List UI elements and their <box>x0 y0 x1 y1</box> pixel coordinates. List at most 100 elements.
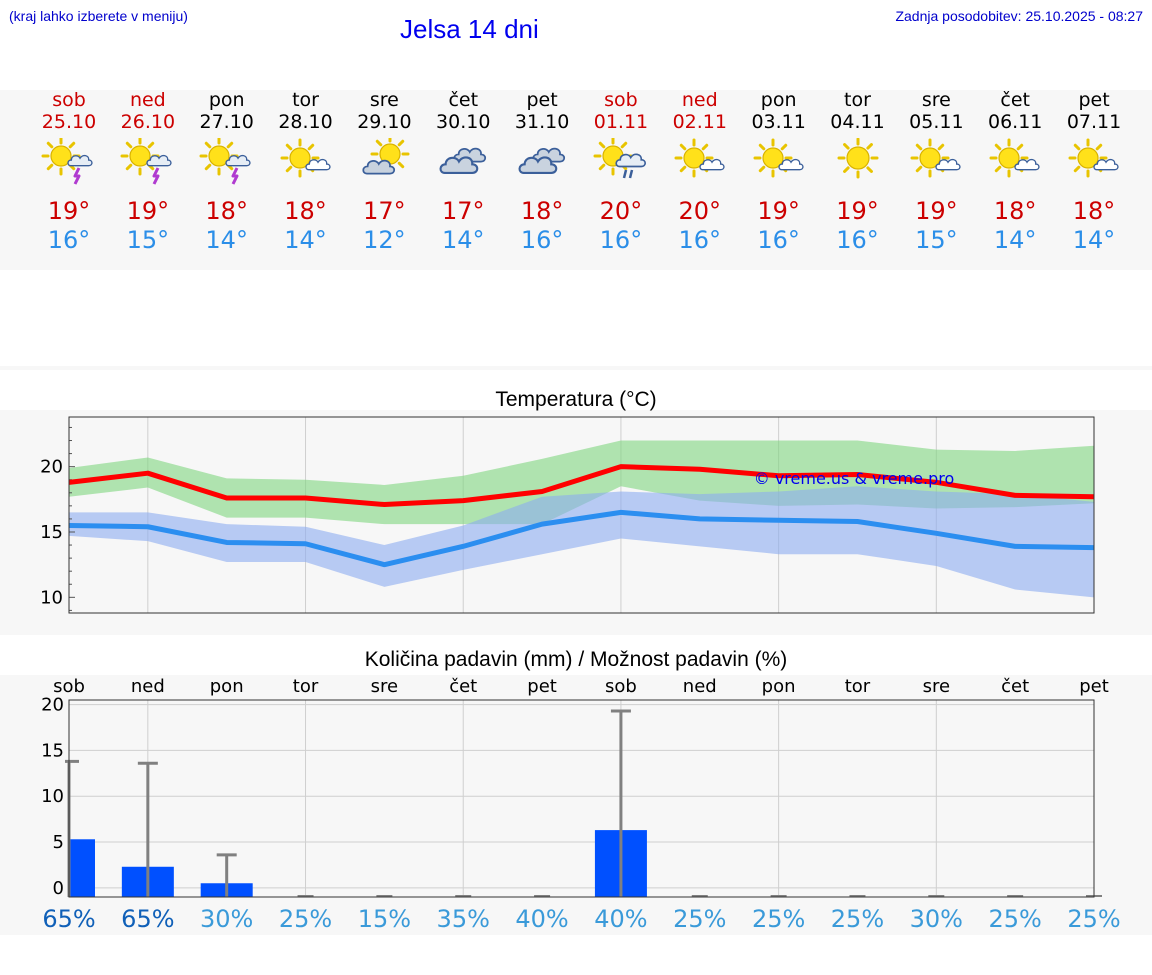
max-temp: 18° <box>284 197 327 225</box>
sun-small-cloud-icon <box>674 138 725 178</box>
sun-behind-cloud-icon <box>362 138 410 175</box>
day-name: pon <box>760 89 797 111</box>
max-temp: 18° <box>520 197 564 225</box>
day-date: 27.10 <box>199 111 254 133</box>
temperature-chart: 10 15 20 © vreme.us & vreme.pro <box>40 416 1095 614</box>
max-temp: 19° <box>757 197 800 225</box>
min-temp-range-band <box>69 486 1094 598</box>
day-date: 25.10 <box>41 111 97 133</box>
sun-small-cloud-icon <box>1068 138 1119 178</box>
plot-frame <box>68 416 1095 614</box>
day-label: ned <box>131 676 165 697</box>
watermark: © vreme.us & vreme.pro <box>754 469 955 488</box>
min-temp: 14° <box>1072 226 1116 254</box>
location-menu-hint[interactable]: (kraj lahko izberete v meniju) <box>9 8 188 24</box>
max-temp: 17° <box>363 197 406 225</box>
sun-cloud-rain-icon <box>593 138 646 179</box>
y-tick-label: 5 <box>53 832 64 853</box>
min-temp-line <box>68 509 1095 568</box>
day-date: 06.11 <box>987 111 1043 133</box>
last-update: Zadnja posodobitev: 25.10.2025 - 08:27 <box>895 8 1143 24</box>
precip-probability: 65% <box>42 905 95 933</box>
day-name: tor <box>844 89 871 111</box>
day-label: sre <box>371 676 398 697</box>
forecast-band <box>0 90 1152 270</box>
precip-probability: 25% <box>1067 905 1120 933</box>
day-date: 07.11 <box>1066 111 1122 133</box>
max-temp: 19° <box>126 197 170 225</box>
day-date: 28.10 <box>278 111 333 133</box>
sun-small-cloud-icon <box>753 138 804 178</box>
precip-probability: 30% <box>910 905 963 933</box>
day-date: 04.11 <box>830 111 885 133</box>
day-name: čet <box>1000 89 1030 111</box>
day-date: 30.10 <box>436 111 491 133</box>
min-temp: 16° <box>599 226 643 254</box>
y-tick-label: 15 <box>40 522 63 543</box>
day-date: 29.10 <box>357 111 412 133</box>
y-tick-label: 15 <box>41 740 64 761</box>
precip-probability: 65% <box>121 905 174 933</box>
day-label: čet <box>449 676 477 697</box>
max-temp: 17° <box>441 197 485 225</box>
divider <box>0 366 1152 370</box>
precip-probability: 15% <box>358 905 411 933</box>
precip-probability: 25% <box>673 905 726 933</box>
day-label: čet <box>1001 676 1029 697</box>
day-label: ned <box>683 676 717 697</box>
max-temp: 19° <box>47 197 91 225</box>
min-temp: 14° <box>441 226 485 254</box>
y-tick-label: 10 <box>41 786 64 807</box>
y-tick-label: 0 <box>53 878 64 899</box>
day-name: pet <box>1078 89 1110 111</box>
day-date: 31.10 <box>514 111 570 133</box>
day-date: 26.10 <box>120 111 176 133</box>
min-temp: 14° <box>993 226 1037 254</box>
sun-small-cloud-icon <box>910 138 961 178</box>
plot-frame <box>68 699 1095 898</box>
precip-probability: 25% <box>279 905 332 933</box>
day-date: 01.11 <box>593 111 649 133</box>
sun-cloud-thunder-icon <box>199 138 251 185</box>
sun-icon <box>837 138 878 179</box>
day-label: sob <box>605 676 637 697</box>
max-temp: 18° <box>1072 197 1116 225</box>
precip-probability: 35% <box>437 905 490 933</box>
min-temp: 16° <box>678 226 722 254</box>
min-temp: 16° <box>836 226 879 254</box>
precip-probability: 25% <box>752 905 805 933</box>
day-label: sob <box>53 676 85 697</box>
max-temp: 19° <box>915 197 958 225</box>
day-label: pon <box>762 676 796 697</box>
plot-area <box>69 700 1094 897</box>
min-temp: 16° <box>757 226 800 254</box>
sun-small-cloud-icon <box>280 138 331 178</box>
cloudy-icon <box>518 147 566 174</box>
min-temp: 12° <box>363 226 406 254</box>
sun-small-cloud-icon <box>989 138 1040 178</box>
precip-chart-title: Količina padavin (mm) / Možnost padavin … <box>364 648 788 671</box>
min-temp: 16° <box>47 226 91 254</box>
day-date: 05.11 <box>909 111 964 133</box>
day-label: pon <box>210 676 244 697</box>
y-tick-label: 20 <box>40 457 63 478</box>
max-temp: 20° <box>678 197 722 225</box>
day-name: sob <box>604 89 638 111</box>
day-name: pet <box>526 89 558 111</box>
day-label: tor <box>845 676 871 697</box>
day-label: tor <box>293 676 319 697</box>
day-name: sre <box>921 89 951 111</box>
day-label: sre <box>923 676 950 697</box>
day-name: ned <box>681 89 718 111</box>
temp-chart-title: Temperatura (°C) <box>495 388 657 411</box>
precip-probability: 25% <box>988 905 1041 933</box>
day-name: čet <box>448 89 479 111</box>
day-name: sre <box>369 89 399 111</box>
y-tick-label: 10 <box>40 587 63 608</box>
y-tick-label: 20 <box>41 695 64 716</box>
day-label: pet <box>1079 676 1109 697</box>
min-temp: 16° <box>520 226 564 254</box>
precip-probability: 40% <box>594 905 647 933</box>
sun-cloud-thunder-icon <box>120 138 172 185</box>
day-date: 03.11 <box>751 111 806 133</box>
